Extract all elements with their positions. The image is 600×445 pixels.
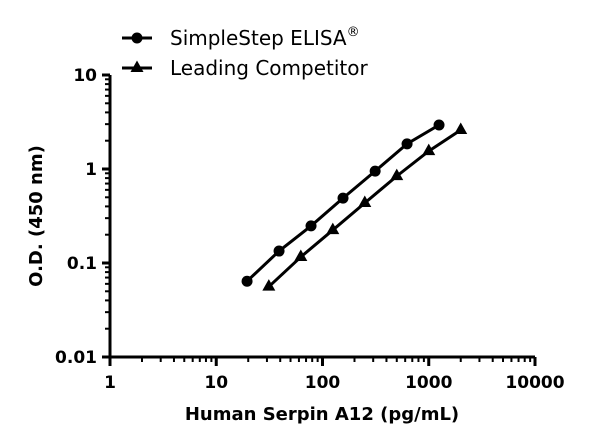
circle-data-point	[433, 119, 445, 131]
x-tick-label: 10000	[505, 373, 564, 393]
x-axis-title: Human Serpin A12 (pg/mL)	[185, 404, 459, 425]
circle-data-point	[241, 275, 253, 287]
registered-mark: ®	[347, 25, 360, 40]
circle-marker-icon	[131, 32, 143, 44]
x-tick-label: 100	[305, 373, 341, 393]
circle-data-point	[337, 192, 349, 204]
triangle-data-point	[422, 143, 436, 156]
circle-data-point	[401, 138, 413, 150]
legend-label: Leading Competitor	[170, 56, 368, 80]
y-tick-label: 0.01	[55, 348, 97, 368]
circle-data-point	[305, 220, 317, 232]
x-tick-label: 1000	[405, 373, 452, 393]
data-series	[241, 119, 468, 291]
legend: SimpleStep ELISA® Leading Competitor	[122, 25, 368, 80]
x-tick-label: 10	[204, 373, 228, 393]
circle-data-point	[369, 165, 381, 177]
triangle-data-point	[262, 279, 276, 291]
legend-item-simplestep: SimpleStep ELISA®	[122, 25, 360, 50]
triangle-data-point	[454, 122, 468, 134]
triangle-data-point	[294, 249, 308, 261]
triangle-marker-icon	[130, 60, 144, 72]
y-tick-label: 10	[73, 66, 97, 86]
circle-data-point	[273, 245, 285, 257]
y-tick-label: 0.1	[67, 254, 97, 274]
series-competitor	[262, 122, 468, 291]
legend-item-competitor: Leading Competitor	[122, 56, 368, 80]
triangle-data-point	[358, 195, 372, 207]
y-tick-label: 1	[85, 160, 97, 180]
x-tick-label: 1	[104, 373, 116, 393]
svg-text:SimpleStep ELISA®: SimpleStep ELISA®	[170, 25, 360, 50]
legend-label: SimpleStep ELISA	[170, 26, 347, 50]
axes: 10 1 0.1 0.01 1 10 100 1000 10000	[55, 66, 565, 393]
series-simplestep	[241, 119, 445, 287]
triangle-data-point	[326, 222, 340, 235]
triangle-data-point	[390, 168, 404, 181]
y-axis-title: O.D. (450 nm)	[26, 145, 47, 287]
